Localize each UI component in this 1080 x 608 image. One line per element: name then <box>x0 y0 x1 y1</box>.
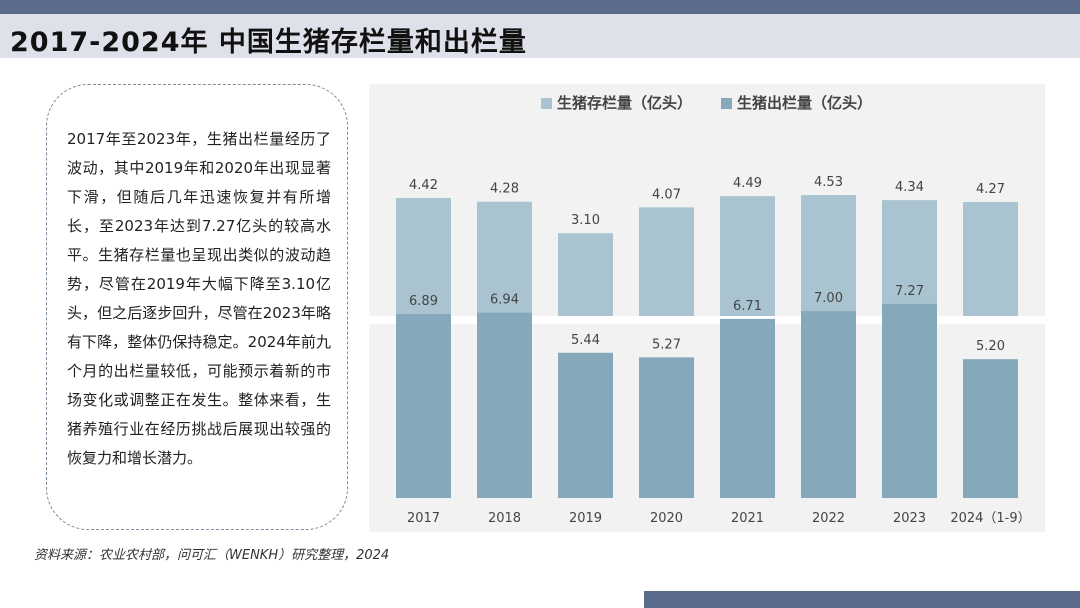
x-tick-label: 2023 <box>893 511 926 526</box>
stock-data-label: 4.27 <box>976 182 1005 197</box>
title-band <box>0 14 1080 58</box>
header-accent-bar <box>0 0 1080 14</box>
legend-swatch <box>541 98 552 109</box>
stock-data-label: 4.28 <box>490 182 519 197</box>
slaughter-data-label: 5.27 <box>652 337 681 352</box>
x-tick-label: 2024（1-9） <box>950 511 1030 526</box>
stock-bar-2019 <box>558 233 613 316</box>
panel-divider <box>369 316 1045 324</box>
slaughter-data-label: 5.20 <box>976 339 1005 354</box>
summary-text: 2017年至2023年，生猪出栏量经历了波动，其中2019年和2020年出现显著… <box>67 130 331 467</box>
x-tick-label: 2022 <box>812 511 845 526</box>
x-tick-label: 2021 <box>731 511 764 526</box>
x-tick-label: 2018 <box>488 511 521 526</box>
x-tick-label: 2017 <box>407 511 440 526</box>
slaughter-data-label: 6.71 <box>733 299 762 314</box>
slaughter-data-label: 5.44 <box>571 333 600 348</box>
stock-bar-2017 <box>396 198 451 316</box>
stock-data-label: 4.49 <box>733 176 762 191</box>
stock-bar-2021 <box>720 196 775 316</box>
slaughter-data-label: 6.94 <box>490 293 519 308</box>
stock-data-label: 4.34 <box>895 180 924 195</box>
stock-data-label: 3.10 <box>571 213 600 228</box>
legend-label: 生猪出栏量（亿头） <box>737 94 872 112</box>
stock-bar-2022 <box>801 195 856 316</box>
page-title: 2017-2024年 中国生猪存栏量和出栏量 <box>10 27 527 58</box>
pig-stock-slaughter-chart: 生猪存栏量（亿头） 生猪出栏量（亿头） 4.42 4.28 3.10 4.07 4.49 4.… <box>369 94 1045 526</box>
slaughter-bar-2019 <box>558 352 613 498</box>
legend-label: 生猪存栏量（亿头） <box>557 94 692 112</box>
slaughter-bar-2018 <box>477 312 532 498</box>
slaughter-bar-2023 <box>882 303 937 498</box>
slaughter-bar-2020 <box>639 357 694 498</box>
stock-data-label: 4.42 <box>409 178 438 193</box>
legend-swatch <box>721 98 732 109</box>
footer-accent-bar <box>644 591 1080 608</box>
stock-bar-2020 <box>639 207 694 316</box>
stock-bar-2018 <box>477 201 532 316</box>
x-tick-label: 2020 <box>650 511 683 526</box>
slaughter-bar-2021 <box>720 318 775 498</box>
summary-box: 2017年至2023年，生猪出栏量经历了波动，其中2019年和2020年出现显著… <box>46 84 348 530</box>
slaughter-data-label: 7.27 <box>895 284 924 299</box>
slaughter-bar-2017 <box>396 314 451 498</box>
stock-data-label: 4.07 <box>652 187 681 202</box>
source-note: 资料来源：农业农村部，问可汇（WENKH）研究整理，2024 <box>34 548 390 563</box>
x-tick-label: 2019 <box>569 511 602 526</box>
stock-bar-2023 <box>882 200 937 316</box>
stock-bar-2024 <box>963 202 1018 316</box>
slaughter-bar-2022 <box>801 311 856 498</box>
chart-panel: 生猪存栏量（亿头） 生猪出栏量（亿头） 4.42 4.28 3.10 4.07 4.49 4.… <box>369 84 1045 532</box>
slaughter-data-label: 6.89 <box>409 294 438 309</box>
slaughter-bar-2024 <box>963 359 1018 498</box>
stock-data-label: 4.53 <box>814 175 843 190</box>
slaughter-data-label: 7.00 <box>814 291 843 306</box>
